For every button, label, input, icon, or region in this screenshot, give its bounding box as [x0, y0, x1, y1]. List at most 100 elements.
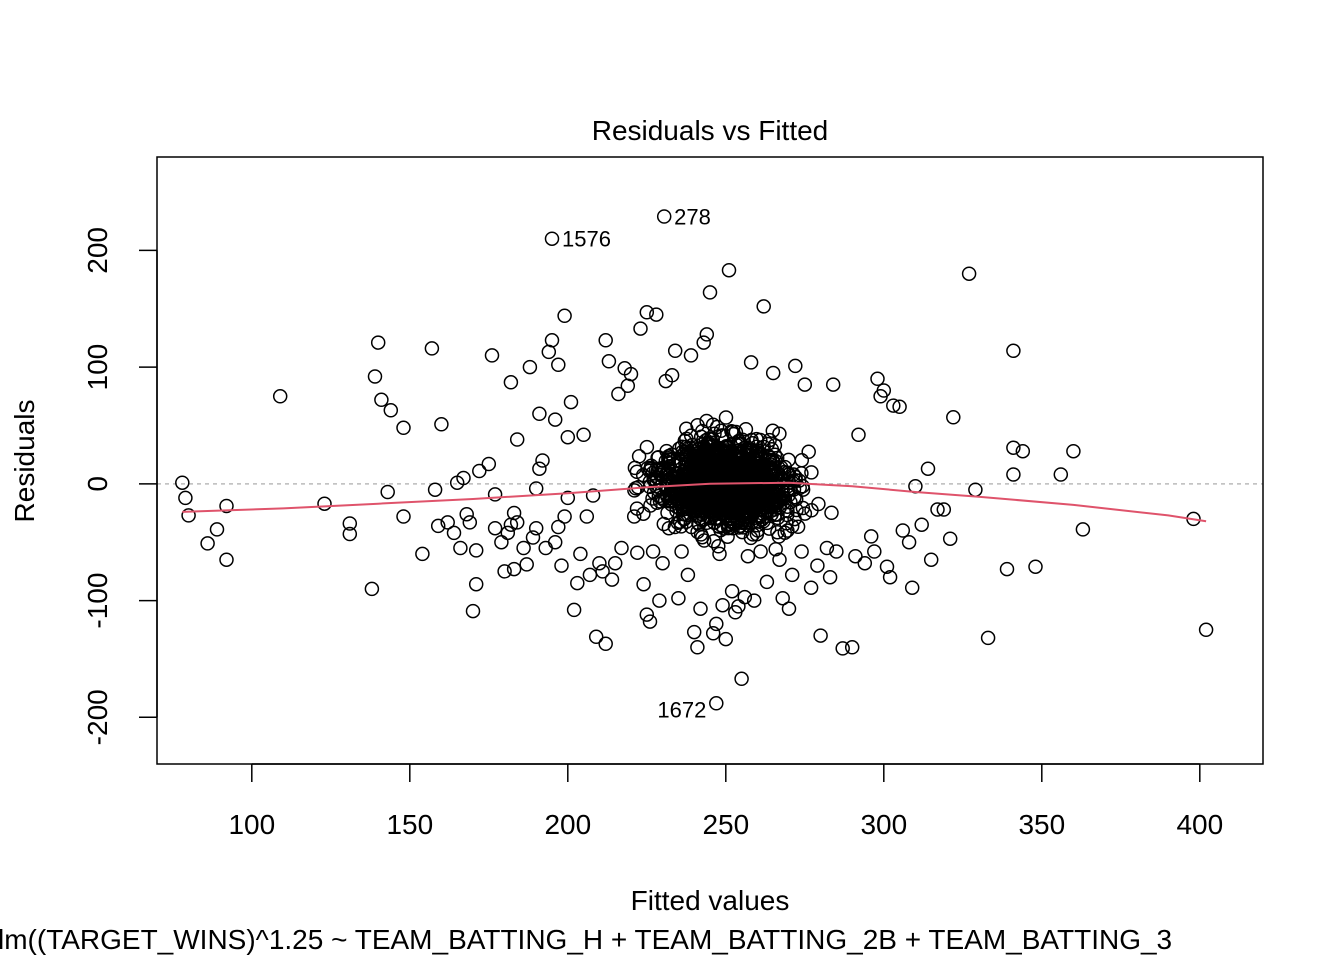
data-point	[770, 524, 785, 540]
data-point	[380, 484, 395, 500]
data-point	[923, 552, 939, 567]
point-label: 1576	[562, 227, 611, 252]
data-point	[709, 616, 724, 632]
data-point	[743, 355, 759, 370]
y-axis: -200 -100 0 100 200	[82, 227, 158, 745]
data-point	[699, 327, 715, 342]
data-point	[364, 581, 380, 597]
data-point	[465, 603, 481, 619]
data-point	[200, 536, 215, 551]
data-point	[876, 383, 892, 398]
data-point	[780, 523, 795, 538]
data-point	[1028, 559, 1043, 574]
data-point	[734, 671, 749, 687]
data-point	[1198, 622, 1214, 638]
data-point	[697, 457, 713, 473]
data-point	[547, 412, 563, 427]
data-point	[765, 365, 781, 381]
data-point	[886, 398, 901, 413]
data-point	[383, 403, 399, 418]
data-point	[759, 574, 775, 590]
data-point	[824, 505, 839, 521]
point-label: 1672	[657, 697, 706, 722]
data-point	[724, 583, 740, 599]
data-point	[731, 433, 746, 449]
data-point	[598, 636, 613, 652]
data-point	[863, 529, 879, 544]
data-point	[367, 369, 383, 384]
data-point	[686, 487, 701, 503]
x-tick-label: 350	[1018, 809, 1065, 840]
data-point	[819, 540, 835, 556]
smooth-line-layer	[182, 481, 1207, 523]
data-point	[718, 631, 734, 647]
data-point	[756, 464, 771, 479]
data-point	[712, 546, 727, 562]
data-point	[532, 461, 547, 476]
data-point	[509, 515, 525, 530]
data-point	[844, 640, 860, 655]
data-point	[870, 371, 885, 387]
data-point	[775, 590, 790, 606]
data-point	[737, 589, 753, 605]
data-point	[434, 417, 449, 432]
data-point	[544, 231, 560, 246]
data-point	[914, 517, 929, 532]
data-point	[763, 463, 778, 479]
data-point	[601, 354, 617, 369]
data-point	[535, 453, 550, 468]
data-point	[1075, 522, 1091, 537]
data-point	[633, 321, 648, 336]
data-point	[629, 501, 645, 516]
data-point	[942, 531, 958, 546]
data-point	[666, 468, 682, 484]
data-point	[557, 308, 572, 324]
data-point	[936, 502, 952, 517]
data-point	[509, 432, 525, 447]
data-point	[642, 614, 658, 629]
data-point	[767, 447, 783, 463]
data-point	[772, 552, 787, 567]
data-point	[780, 503, 795, 519]
data-point	[768, 541, 783, 557]
data-point	[695, 529, 710, 545]
data-point	[749, 494, 764, 509]
data-point	[712, 484, 727, 500]
data-point	[797, 377, 813, 392]
data-point	[506, 561, 522, 577]
data-point	[835, 641, 850, 656]
data-point	[733, 452, 748, 468]
data-point	[794, 544, 809, 559]
data-point	[652, 593, 667, 608]
data-point	[560, 429, 576, 445]
data-point	[396, 509, 411, 524]
data-point	[720, 464, 735, 479]
data-point	[702, 494, 718, 510]
data-point	[430, 518, 446, 534]
data-point	[342, 526, 358, 542]
data-point	[468, 576, 484, 592]
data-point	[522, 359, 538, 375]
data-point	[678, 439, 694, 455]
data-point	[803, 580, 819, 595]
data-point	[705, 626, 721, 641]
y-axis-label: Residuals	[9, 400, 40, 523]
data-point	[813, 628, 828, 643]
data-point	[718, 456, 734, 471]
data-point	[795, 500, 811, 516]
data-point	[794, 452, 810, 468]
data-point	[718, 410, 734, 425]
data-point	[396, 420, 411, 436]
y-tick-label: 100	[82, 344, 113, 391]
data-point	[585, 488, 601, 503]
data-point	[661, 520, 677, 536]
data-point	[667, 343, 683, 359]
data-point	[822, 569, 838, 585]
data-point	[674, 544, 689, 559]
data-point	[649, 307, 664, 322]
data-point	[468, 543, 484, 558]
data-point	[525, 530, 541, 545]
data-point	[626, 509, 642, 524]
data-point	[765, 423, 781, 439]
data-point	[528, 520, 544, 536]
